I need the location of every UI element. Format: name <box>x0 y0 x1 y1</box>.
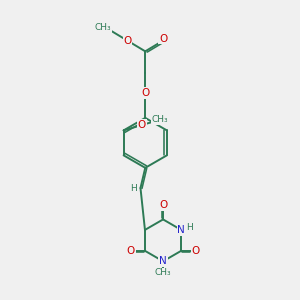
Text: O: O <box>138 120 146 130</box>
Text: CH₃: CH₃ <box>152 116 168 124</box>
Text: N: N <box>159 256 167 266</box>
Text: O: O <box>159 200 167 210</box>
Text: O: O <box>159 34 167 44</box>
Text: O: O <box>127 246 135 256</box>
Text: N: N <box>177 225 185 235</box>
Text: H: H <box>130 184 137 193</box>
Text: O: O <box>141 88 149 98</box>
Text: CH₃: CH₃ <box>155 268 171 277</box>
Text: O: O <box>123 36 131 46</box>
Text: O: O <box>191 246 200 256</box>
Text: CH₃: CH₃ <box>94 23 111 32</box>
Text: H: H <box>186 223 193 232</box>
